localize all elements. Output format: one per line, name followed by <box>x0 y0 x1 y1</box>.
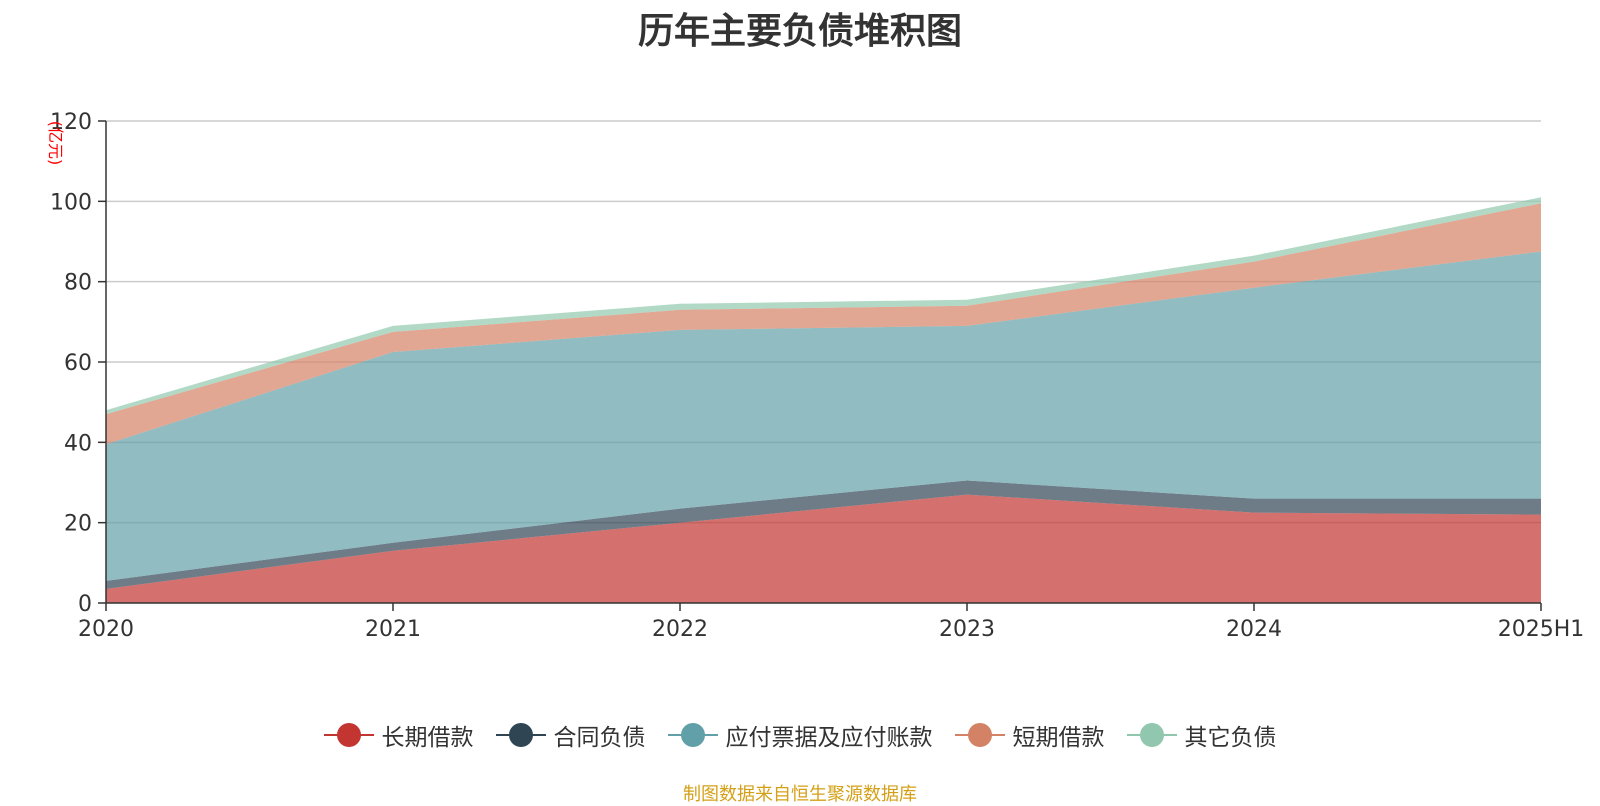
x-tick-label: 2020 <box>78 617 134 642</box>
legend-marker-icon <box>495 722 546 748</box>
y-tick-label: 120 <box>50 110 92 135</box>
area-series-5[interactable] <box>106 197 1541 415</box>
x-tick-label: 2021 <box>365 617 421 642</box>
y-tick-label: 100 <box>50 190 92 215</box>
area-layer <box>106 197 1541 603</box>
area-series-3[interactable] <box>106 251 1541 581</box>
y-tick-label: 20 <box>64 512 92 537</box>
y-tick-label: 80 <box>64 271 92 296</box>
legend-marker-icon <box>1126 722 1177 748</box>
y-tick-label: 60 <box>64 351 92 376</box>
legend-marker-icon <box>667 722 718 748</box>
legend-item[interactable]: 长期借款 <box>323 718 474 752</box>
x-tick-label: 2025H1 <box>1498 617 1585 642</box>
axis-layer: 0 20 40 60 80 100 120 2020 2021 2022 2023 2024 2025H… <box>50 110 1584 642</box>
legend-item[interactable]: 合同负债 <box>495 718 646 752</box>
legend-item[interactable]: 应付票据及应付账款 <box>667 718 933 752</box>
y-tick-label: 40 <box>64 431 92 456</box>
legend-item[interactable]: 其它负债 <box>1126 718 1277 752</box>
x-tick-label: 2022 <box>652 617 708 642</box>
legend: 长期借款 合同负债 应付票据及应付账款 短期借款 其它负债 <box>0 718 1600 752</box>
source-note: 制图数据来自恒生聚源数据库 <box>683 784 917 805</box>
area-series-2[interactable] <box>106 480 1541 589</box>
legend-marker-icon <box>323 722 374 748</box>
area-series-1[interactable] <box>106 494 1541 603</box>
legend-item[interactable]: 短期借款 <box>954 718 1105 752</box>
legend-label: 其它负债 <box>1184 725 1277 751</box>
legend-label: 应付票据及应付账款 <box>725 725 933 751</box>
legend-marker-icon <box>954 722 1005 748</box>
chart-title: 历年主要负债堆积图 <box>637 11 962 52</box>
legend-label: 合同负债 <box>553 725 646 751</box>
y-axis-unit-label: (亿元) <box>46 121 65 166</box>
x-tick-label: 2024 <box>1226 617 1282 642</box>
x-tick-label: 2023 <box>939 617 995 642</box>
legend-label: 长期借款 <box>381 725 474 751</box>
area-series-4[interactable] <box>106 203 1541 445</box>
legend-label: 短期借款 <box>1012 725 1105 751</box>
y-tick-label: 0 <box>78 592 92 617</box>
